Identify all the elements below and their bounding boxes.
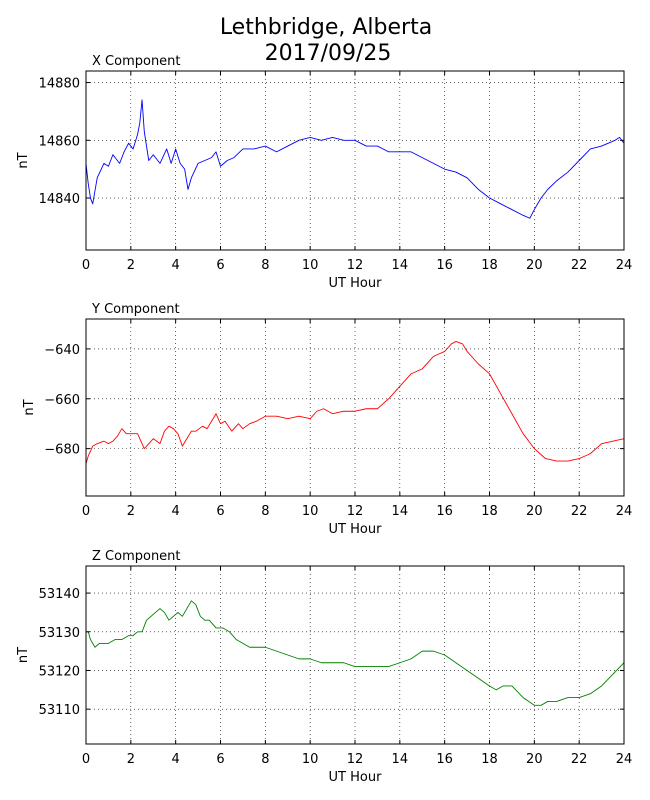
x-tick-label: 14 bbox=[392, 504, 409, 519]
x-tick-label: 6 bbox=[216, 752, 224, 767]
y-tick-label: 53110 bbox=[39, 703, 80, 718]
x-tick-label: 2 bbox=[127, 258, 135, 273]
x-tick-label: 22 bbox=[571, 752, 588, 767]
x-tick-label: 16 bbox=[436, 258, 453, 273]
y-tick-label: 14880 bbox=[39, 77, 80, 92]
y-tick-label: 14840 bbox=[39, 192, 80, 207]
panel-title: Y Component bbox=[91, 302, 180, 317]
y-tick-label: 53130 bbox=[39, 626, 80, 641]
x-tick-label: 22 bbox=[571, 504, 588, 519]
x-tick-label: 12 bbox=[347, 752, 364, 767]
x-tick-label: 20 bbox=[526, 258, 543, 273]
x-tick-label: 12 bbox=[347, 504, 364, 519]
x-tick-label: 2 bbox=[127, 752, 135, 767]
x-tick-label: 16 bbox=[436, 752, 453, 767]
x-tick-label: 10 bbox=[302, 752, 319, 767]
x-tick-label: 6 bbox=[216, 258, 224, 273]
x-tick-label: 18 bbox=[481, 504, 498, 519]
x-tick-label: 0 bbox=[82, 504, 90, 519]
data-series-line bbox=[86, 600, 625, 706]
x-tick-label: 16 bbox=[436, 504, 453, 519]
y-axis-label: nT bbox=[16, 647, 31, 663]
panel-title: Z Component bbox=[92, 549, 181, 564]
figure-subtitle: 2017/09/25 bbox=[265, 41, 392, 66]
x-tick-label: 6 bbox=[216, 504, 224, 519]
y-axis-label: nT bbox=[16, 152, 31, 168]
x-tick-label: 8 bbox=[261, 504, 269, 519]
y-tick-label: −660 bbox=[44, 393, 80, 408]
x-tick-label: 8 bbox=[261, 752, 269, 767]
panel-title: X Component bbox=[92, 54, 181, 69]
x-axis-label: UT Hour bbox=[329, 276, 383, 291]
y-tick-label: 53140 bbox=[39, 587, 80, 602]
x-tick-label: 14 bbox=[392, 752, 409, 767]
data-series-line bbox=[85, 340, 625, 464]
y-axis-label: nT bbox=[22, 399, 37, 415]
x-tick-label: 12 bbox=[347, 258, 364, 273]
x-tick-label: 4 bbox=[172, 258, 180, 273]
x-tick-label: 8 bbox=[261, 258, 269, 273]
x-tick-label: 24 bbox=[616, 752, 633, 767]
y-tick-label: 53120 bbox=[39, 664, 80, 679]
x-tick-label: 20 bbox=[526, 752, 543, 767]
y-tick-label: −680 bbox=[44, 443, 80, 458]
x-tick-label: 2 bbox=[127, 504, 135, 519]
y-tick-label: 14860 bbox=[39, 134, 80, 149]
x-tick-label: 0 bbox=[82, 258, 90, 273]
x-tick-label: 14 bbox=[392, 258, 409, 273]
x-tick-label: 18 bbox=[481, 258, 498, 273]
x-tick-label: 20 bbox=[526, 504, 543, 519]
x-tick-label: 24 bbox=[616, 258, 633, 273]
x-tick-label: 4 bbox=[172, 504, 180, 519]
x-tick-label: 24 bbox=[616, 504, 633, 519]
figure-title: Lethbridge, Alberta bbox=[220, 15, 432, 40]
x-tick-label: 18 bbox=[481, 752, 498, 767]
y-tick-label: −640 bbox=[44, 343, 80, 358]
x-tick-label: 0 bbox=[82, 752, 90, 767]
x-tick-label: 4 bbox=[172, 752, 180, 767]
x-tick-label: 10 bbox=[302, 258, 319, 273]
x-tick-label: 22 bbox=[571, 258, 588, 273]
x-axis-label: UT Hour bbox=[329, 522, 383, 537]
x-axis-label: UT Hour bbox=[329, 770, 383, 785]
data-series-line bbox=[85, 99, 625, 219]
x-tick-label: 10 bbox=[302, 504, 319, 519]
